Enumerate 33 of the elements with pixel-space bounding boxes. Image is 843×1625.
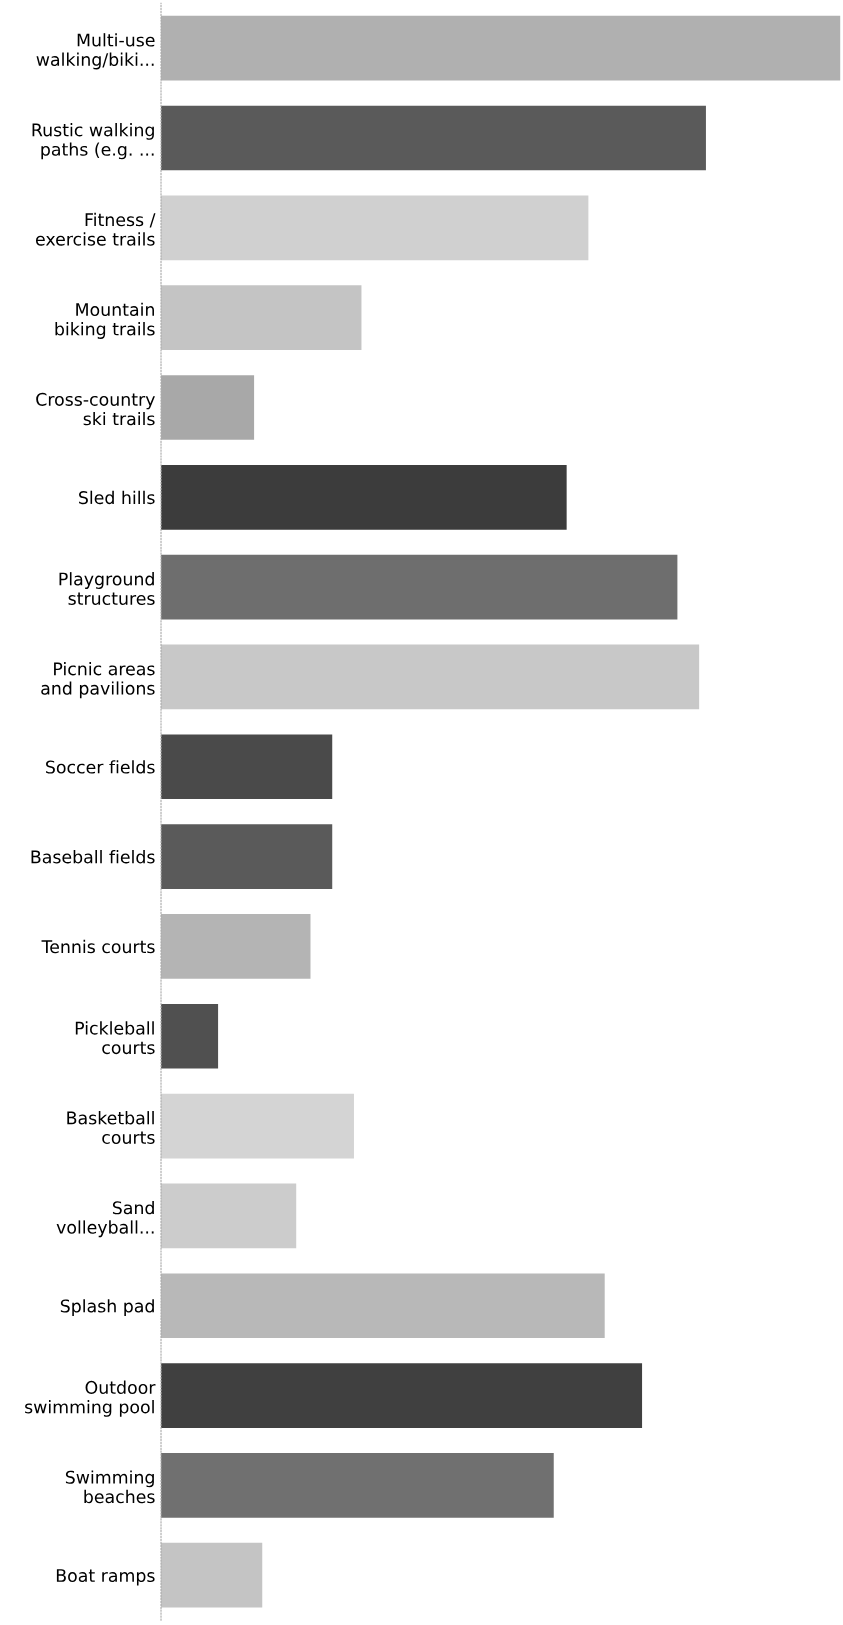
y-tick-label: Baseball fields	[31, 850, 155, 864]
bar	[161, 1093, 354, 1159]
bar	[161, 1003, 219, 1069]
y-tick-label: Cross-country ski trails	[36, 392, 155, 426]
bar	[161, 824, 333, 889]
bar	[161, 1542, 263, 1608]
y-tick-label: Rustic walking paths (e.g. ...	[32, 122, 154, 160]
bar	[161, 195, 589, 261]
bar	[161, 464, 567, 530]
bar	[161, 105, 706, 171]
y-tick-label: Playground structures	[59, 572, 155, 605]
y-tick-label: Soccer fields	[46, 760, 155, 774]
bar	[161, 1453, 554, 1518]
y-tick-label: Tennis courts	[41, 939, 155, 954]
y-tick-label: Mountain biking trails	[55, 302, 155, 339]
y-tick-label: Multi-use walking/biki...	[36, 33, 155, 70]
bar	[161, 644, 700, 710]
y-tick-label: Boat ramps	[56, 1569, 155, 1586]
y-tick-label: Outdoor swimming pool	[25, 1380, 156, 1417]
bar	[161, 554, 678, 620]
y-tick-label: Basketball courts	[67, 1111, 155, 1144]
y-tick-label: Pickleball courts	[75, 1021, 155, 1055]
bar	[161, 734, 333, 800]
bar	[161, 1183, 297, 1249]
bar	[161, 1363, 643, 1428]
y-tick-label: Picnic areas and pavilions	[41, 661, 155, 699]
bar	[161, 285, 362, 350]
y-tick-label: Sand volleyball...	[56, 1200, 154, 1238]
bar	[161, 1273, 605, 1339]
y-tick-label: Swimming beaches	[65, 1470, 155, 1504]
y-tick-label: Fitness / exercise trails	[35, 212, 156, 246]
y-tick-label: Sled hills	[79, 490, 155, 505]
y-tick-label: Splash pad	[60, 1299, 154, 1316]
